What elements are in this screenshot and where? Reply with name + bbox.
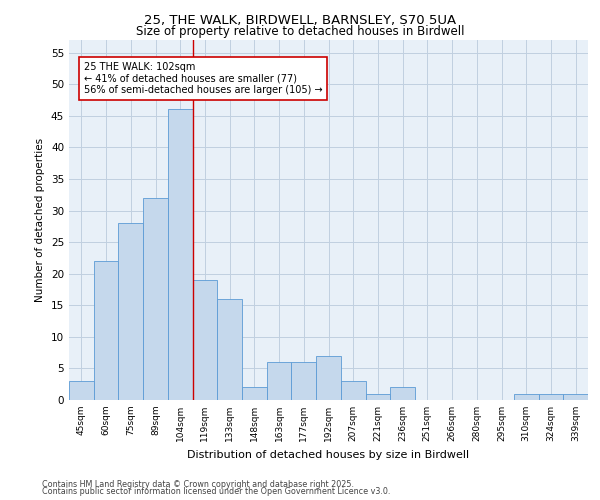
- Bar: [143, 198, 168, 400]
- Bar: [539, 394, 563, 400]
- Text: 25, THE WALK, BIRDWELL, BARNSLEY, S70 5UA: 25, THE WALK, BIRDWELL, BARNSLEY, S70 5U…: [144, 14, 456, 27]
- Bar: [217, 299, 242, 400]
- Text: Contains public sector information licensed under the Open Government Licence v3: Contains public sector information licen…: [42, 488, 391, 496]
- Bar: [316, 356, 341, 400]
- Bar: [563, 394, 588, 400]
- Bar: [168, 110, 193, 400]
- Bar: [193, 280, 217, 400]
- Bar: [118, 223, 143, 400]
- Bar: [69, 381, 94, 400]
- Bar: [365, 394, 390, 400]
- Bar: [341, 381, 365, 400]
- Text: Contains HM Land Registry data © Crown copyright and database right 2025.: Contains HM Land Registry data © Crown c…: [42, 480, 354, 489]
- Bar: [94, 261, 118, 400]
- Text: Size of property relative to detached houses in Birdwell: Size of property relative to detached ho…: [136, 25, 464, 38]
- Bar: [390, 388, 415, 400]
- X-axis label: Distribution of detached houses by size in Birdwell: Distribution of detached houses by size …: [187, 450, 470, 460]
- Bar: [267, 362, 292, 400]
- Bar: [292, 362, 316, 400]
- Text: 25 THE WALK: 102sqm
← 41% of detached houses are smaller (77)
56% of semi-detach: 25 THE WALK: 102sqm ← 41% of detached ho…: [84, 62, 322, 96]
- Y-axis label: Number of detached properties: Number of detached properties: [35, 138, 46, 302]
- Bar: [242, 388, 267, 400]
- Bar: [514, 394, 539, 400]
